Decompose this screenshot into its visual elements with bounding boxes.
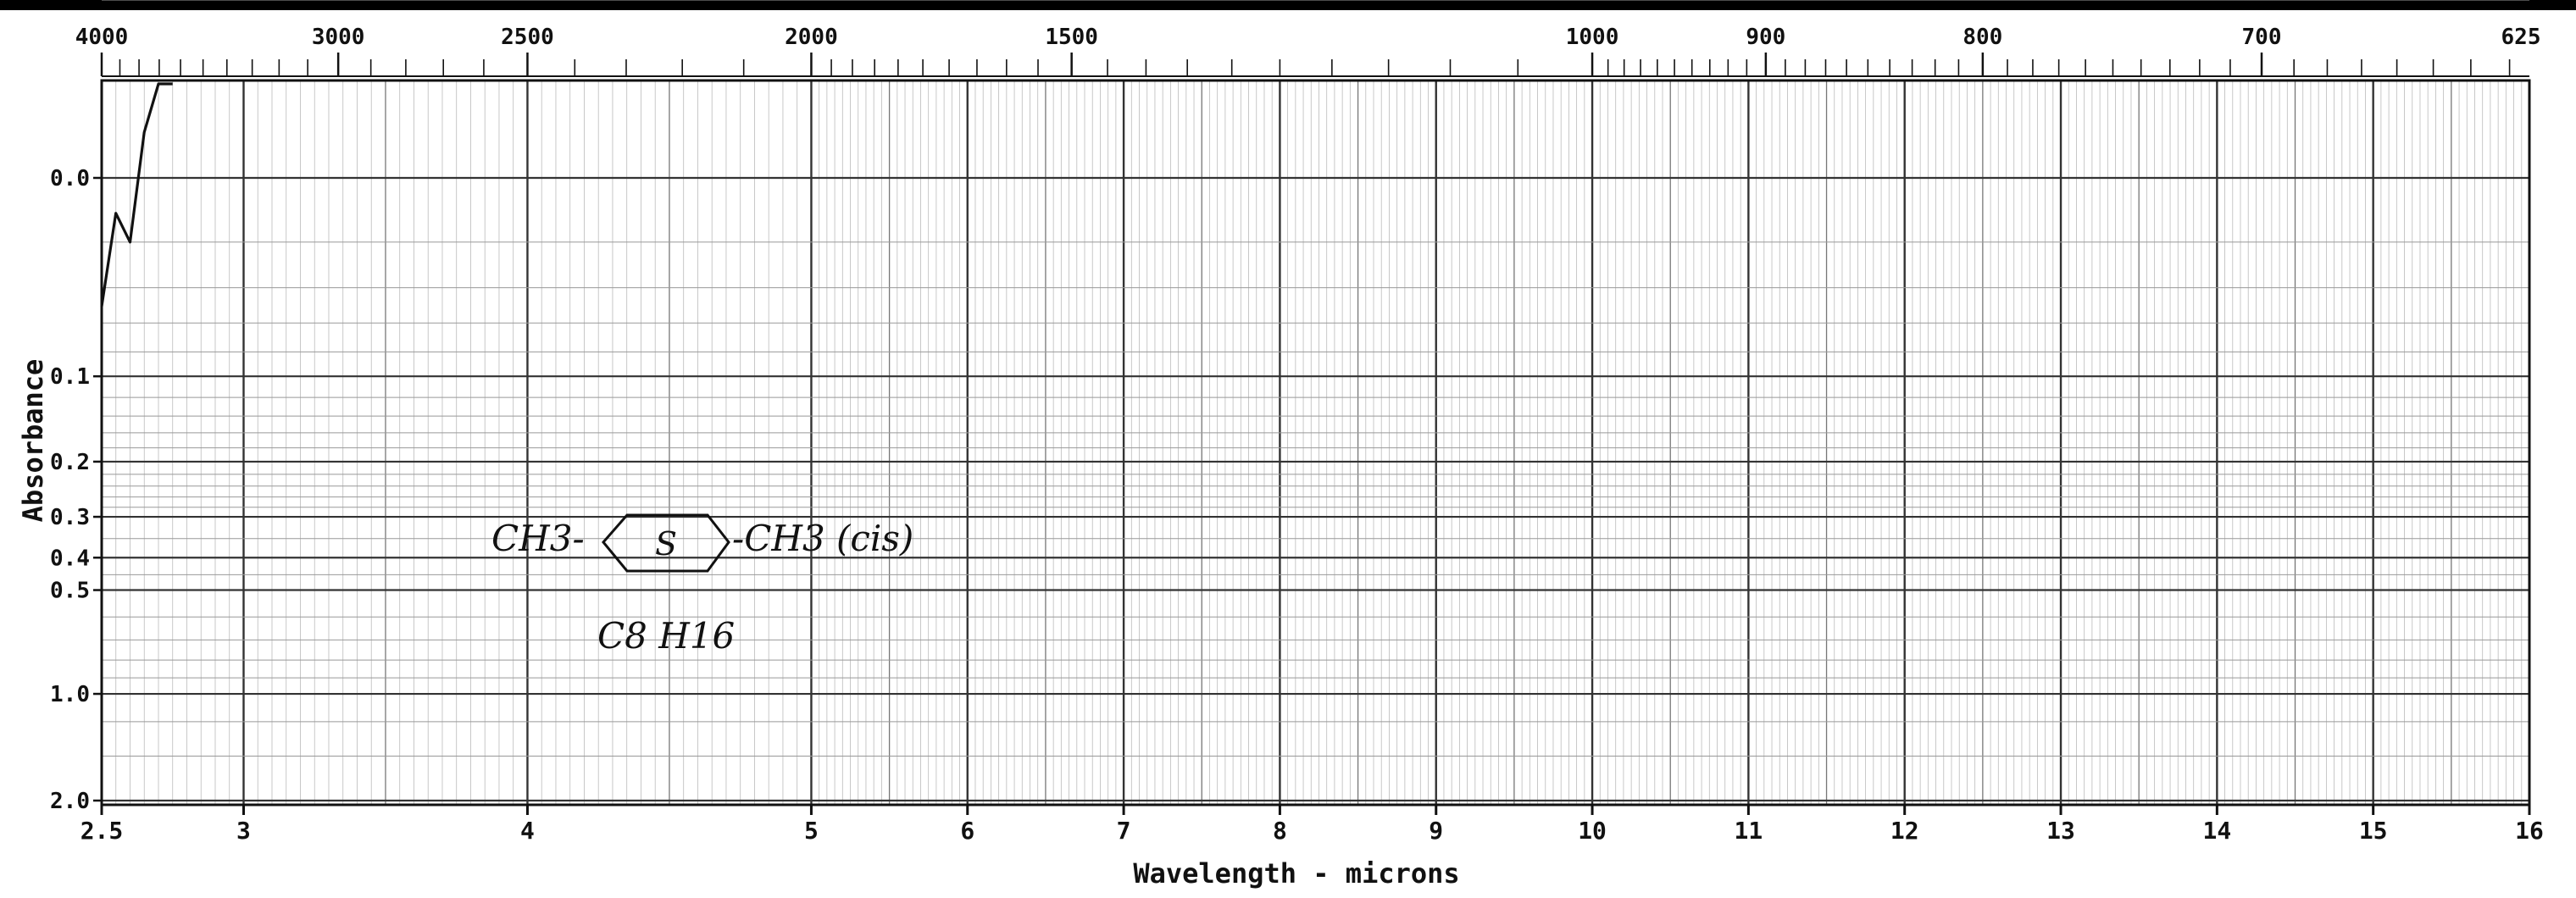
wavelength-tick-label: 3 [236,817,251,845]
grid [101,0,2531,805]
wavenumber-tick-label: 4000 [75,25,129,50]
wavenumber-tick-label: 1500 [1045,25,1098,50]
structure-right-label: -CH3 (cis) [732,518,913,559]
wavelength-tick-label: 2.5 [80,817,124,845]
structure-left-label: CH3- [491,518,585,559]
cyclohexane-ring-icon [602,513,730,573]
wavenumber-tick-label: 900 [1746,25,1785,50]
top-border [0,0,2576,10]
wavelength-axis: 2.5 3 4 5 6 7 8 9 10 11 12 13 14 15 16 [80,805,2544,845]
absorbance-tick-label: 1.0 [50,682,90,707]
plot-frame [100,79,2531,807]
wavenumber-tick-label: 800 [1963,25,2002,50]
series-layer [100,82,173,307]
wavelength-tick-label: 14 [2202,817,2231,845]
absorbance-tick-label: 0.2 [50,450,90,475]
wavelength-tick-label: 15 [2359,817,2388,845]
wavelength-tick-label: 5 [804,817,819,845]
absorbance-tick-label: 0.5 [50,579,90,604]
wavelength-tick-label: 10 [1578,817,1607,845]
wavenumber-tick-label: 2500 [501,25,554,50]
wavelength-tick-label: 7 [1117,817,1131,845]
wavelength-tick-label: 12 [1890,817,1919,845]
wavelength-tick-label: 16 [2515,817,2544,845]
ring-label: S [655,525,677,563]
wavelength-tick-label: 9 [1429,817,1443,845]
wavenumber-tick-label: 3000 [312,25,365,50]
wavenumber-tick-label: 700 [2242,25,2282,50]
absorbance-tick-label: 2.0 [50,789,90,814]
x-axis-title: Wavelength - microns [1133,857,1459,890]
y-axis-title: Absorbance [17,359,49,523]
wavenumber-tick-label: 1000 [1566,25,1619,50]
wavelength-tick-label: 11 [1735,817,1763,845]
wavelength-tick-label: 4 [520,817,535,845]
formula-label: C8 H16 [597,615,735,657]
wavenumber-axis: 4000 3000 2500 2000 1500 1000 900 800 700 625 [75,25,2541,77]
absorbance-tick-label: 0.4 [50,546,90,571]
wavelength-tick-label: 13 [2046,817,2075,845]
structure-annotation: CH3- S -CH3 (cis) C8 H16 [491,513,913,657]
spectrum-line-0 [100,82,173,307]
absorbance-tick-label: 0.0 [50,166,90,191]
absorbance-axis: 0.0 0.1 0.2 0.3 0.4 0.5 1.0 2.0 [50,166,102,814]
absorbance-tick-label: 0.1 [50,364,90,390]
wavenumber-tick-label: 2000 [785,25,838,50]
wavelength-tick-label: 8 [1273,817,1287,845]
absorbance-tick-label: 0.3 [50,505,90,530]
wavelength-tick-label: 6 [960,817,974,845]
wavenumber-tick-label: 625 [2501,25,2541,50]
